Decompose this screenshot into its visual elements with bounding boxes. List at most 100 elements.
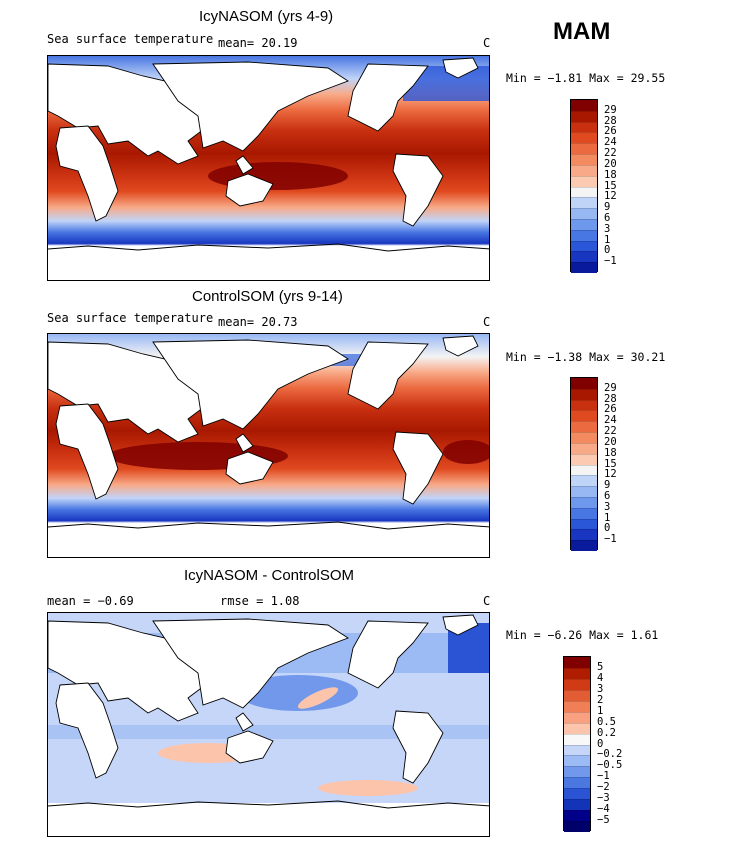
colorbar-tick-label: −1 [597,770,610,783]
colorbar-cell [571,186,597,198]
colorbar-cell [564,689,590,701]
colorbar-cell [571,442,597,454]
colorbar-cell [571,132,597,144]
panel-1-minmax: Min = −1.81 Max = 29.55 [506,71,666,85]
colorbar-tick-label: −5 [597,814,610,827]
colorbar-tick-label: 0.2 [597,726,616,739]
colorbar-tick-label: 22 [604,425,617,438]
colorbar-tick-label: 3 [597,682,604,695]
colorbar-tick-label: 24 [604,414,617,427]
panel-2-sst-map [47,333,490,558]
colorbar-tick-label: −2 [597,781,610,794]
colorbar-tick-label: 18 [604,168,617,181]
colorbar-cell [571,251,597,263]
colorbar-cell [571,229,597,241]
colorbar-cell [564,788,590,800]
panel-3-rmse: rmse = 1.08 [220,594,300,608]
colorbar-cell [571,100,597,111]
panel-1-colorbar-box [570,99,598,273]
colorbar-cell [571,453,597,465]
panel-3-colorbar-box [563,656,591,832]
colorbar-tick-label: 29 [604,103,617,116]
colorbar-cell [571,143,597,155]
colorbar-cell [571,507,597,519]
panel-3-unit: C [483,594,491,608]
colorbar-tick-label: 15 [604,457,617,470]
panel-3-map-graphic [48,613,489,836]
panel-3-difference-map [47,612,490,837]
colorbar-cell [571,262,597,273]
panel-2-title: ControlSOM (yrs 9-14) [192,288,343,305]
colorbar-tick-label: 26 [604,125,617,138]
colorbar-tick-label: 1 [597,704,604,717]
colorbar-cell [564,700,590,712]
colorbar-cell [571,378,597,389]
colorbar-cell [564,755,590,767]
colorbar-cell [571,154,597,165]
colorbar-cell [564,766,590,778]
colorbar-tick-label: −0.2 [597,748,623,761]
colorbar-cell [571,218,597,230]
panel-1-title: IcyNASOM (yrs 4-9) [199,8,334,25]
colorbar-tick-label: 1 [604,233,611,246]
colorbar-tick-label: 22 [604,147,617,160]
colorbar-cell [564,744,590,756]
panel-1-unit: C [483,36,491,50]
colorbar-cell [564,810,590,822]
colorbar-cell [564,799,590,811]
colorbar-tick-label: 2 [597,693,604,706]
colorbar-cell [571,475,597,487]
colorbar-cell [571,110,597,122]
colorbar-cell [571,518,597,530]
panel-2-map-graphic [48,334,489,557]
colorbar-tick-label: 28 [604,114,617,127]
colorbar-tick-label: −3 [597,792,610,805]
colorbar-tick-label: 0 [597,737,604,750]
panel-3-minmax: Min = −6.26 Max = 1.61 [506,628,659,642]
colorbar-tick-label: 1 [604,511,611,524]
colorbar-tick-label: 28 [604,392,617,405]
colorbar-cell [571,432,597,443]
panel-2-minmax: Min = −1.38 Max = 30.21 [506,350,666,364]
colorbar-tick-label: 24 [604,136,617,149]
colorbar-tick-label: 26 [604,403,617,416]
colorbar-tick-label: 0 [604,522,611,535]
panel-3-mean: mean = −0.69 [47,594,134,608]
colorbar-cell [571,464,597,476]
colorbar-tick-label: 12 [604,190,617,203]
colorbar-tick-label: 6 [604,211,611,224]
panel-2-mean: mean= 20.73 [218,315,298,329]
colorbar-tick-label: 6 [604,489,611,502]
colorbar-cell [564,657,590,668]
panel-1-map-graphic [48,56,489,280]
panel-2-colorbar-box [570,377,598,551]
season-label: MAM [553,18,611,45]
colorbar-tick-label: −1 [604,255,617,268]
panel-1-sst-map [47,55,490,281]
colorbar-tick-label: 3 [604,222,611,235]
colorbar-tick-label: 5 [597,660,604,673]
colorbar-tick-label: 18 [604,446,617,459]
colorbar-tick-label: 20 [604,157,617,170]
colorbar-cell [571,496,597,508]
colorbar-cell [571,175,597,187]
panel-2-variable: Sea surface temperature [47,311,214,325]
colorbar-tick-label: 20 [604,435,617,448]
colorbar-tick-label: 9 [604,201,611,214]
colorbar-tick-label: 9 [604,479,611,492]
colorbar-cell [564,678,590,690]
colorbar-tick-label: −1 [604,533,617,546]
colorbar-cell [571,388,597,400]
colorbar-cell [571,529,597,541]
colorbar-cell [571,486,597,497]
panel-2-unit: C [483,315,491,329]
colorbar-cell [564,722,590,734]
colorbar-cell [571,197,597,209]
colorbar-cell [571,121,597,133]
colorbar-cell [564,733,590,745]
panel-1-mean: mean= 20.19 [218,36,298,50]
panel-1-variable: Sea surface temperature [47,32,214,46]
colorbar-cell [571,164,597,176]
colorbar-tick-label: 12 [604,468,617,481]
colorbar-cell [571,399,597,411]
